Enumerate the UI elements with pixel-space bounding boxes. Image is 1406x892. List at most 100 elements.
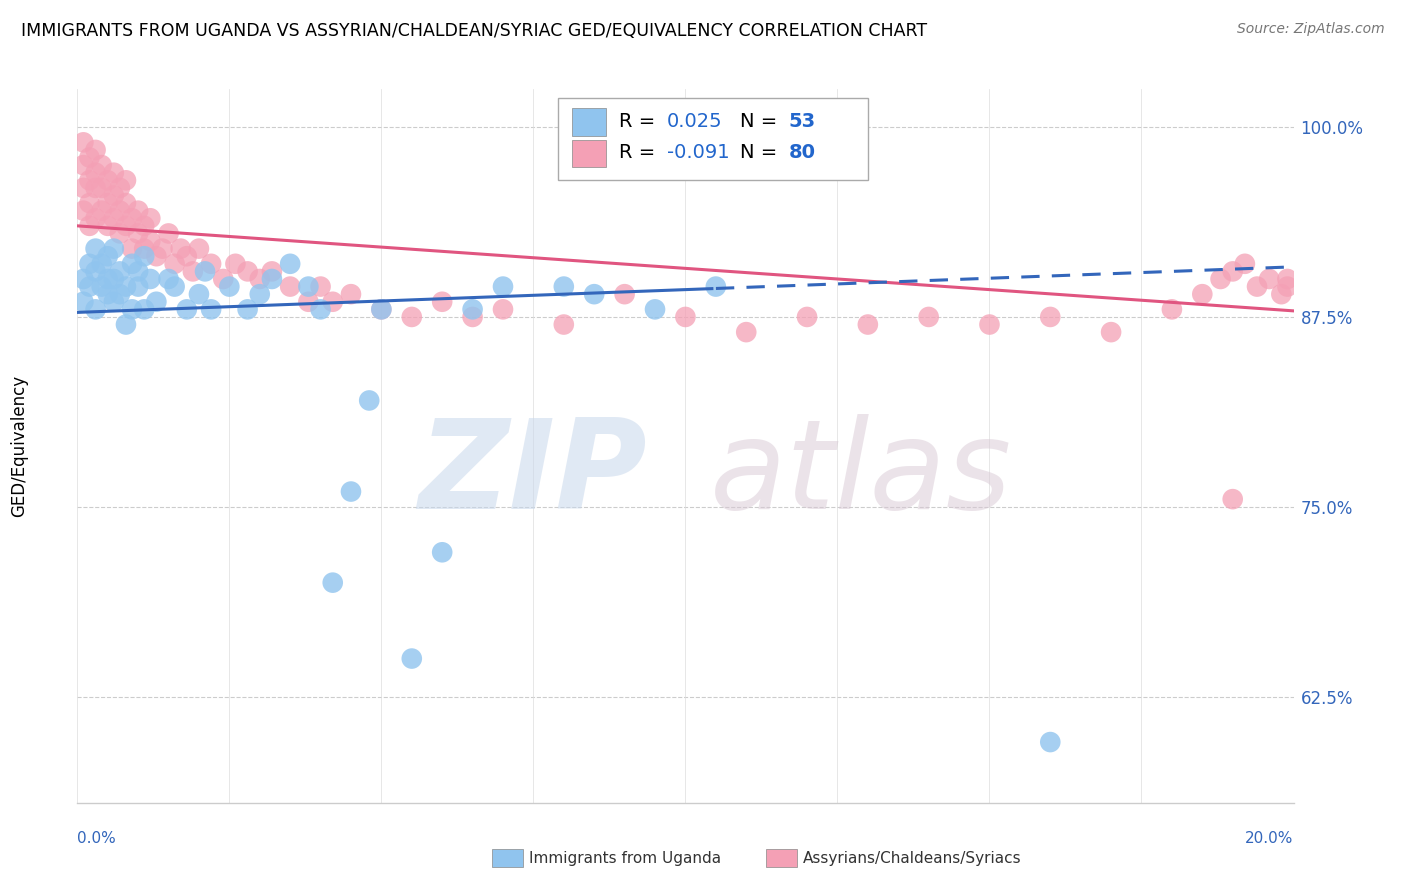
Point (103, 242, 125, 256)
Point (212, 272, 235, 286)
Point (121, 302, 143, 317)
Point (1258, 272, 1281, 286)
Text: 80: 80 (789, 144, 815, 162)
Point (200, 302, 222, 317)
Point (90, 257, 112, 271)
Point (115, 196, 138, 211)
Point (84, 302, 107, 317)
Point (796, 310, 818, 324)
Point (309, 279, 332, 293)
Text: Source: ZipAtlas.com: Source: ZipAtlas.com (1237, 22, 1385, 37)
Point (115, 219, 138, 233)
Text: Immigrants from Uganda: Immigrants from Uganda (529, 851, 721, 865)
Point (79, 279, 101, 293)
Point (200, 257, 222, 271)
Point (260, 272, 283, 286)
Point (194, 264, 217, 278)
Point (1191, 287, 1213, 301)
Point (359, 393, 381, 408)
Point (115, 173, 138, 187)
Point (134, 302, 156, 317)
Text: GED/Equivalency: GED/Equivalency (10, 375, 28, 517)
Point (249, 287, 271, 301)
Point (127, 264, 149, 278)
Point (260, 264, 283, 278)
Point (176, 249, 198, 263)
Point (188, 287, 211, 301)
Text: R =: R = (619, 112, 661, 131)
Point (84, 143, 107, 157)
Point (72, 136, 94, 150)
Point (72, 181, 94, 195)
Point (108, 264, 131, 278)
Text: R =: R = (619, 144, 661, 162)
Point (103, 188, 125, 202)
Point (236, 302, 259, 317)
Point (1246, 279, 1268, 293)
Point (84, 264, 107, 278)
Point (218, 279, 240, 293)
Point (309, 302, 332, 317)
Point (675, 310, 697, 324)
Point (79, 173, 101, 187)
Point (72, 158, 94, 172)
Point (90, 158, 112, 172)
Point (97, 196, 120, 211)
Point (79, 151, 101, 165)
Point (1222, 264, 1244, 278)
Point (1277, 272, 1299, 286)
Point (340, 484, 363, 499)
Point (108, 203, 131, 218)
Point (181, 264, 204, 278)
Point (152, 242, 174, 256)
Point (188, 242, 211, 256)
Point (432, 545, 454, 559)
Text: ZIP: ZIP (418, 414, 647, 535)
Point (115, 318, 138, 332)
Point (170, 242, 193, 256)
Point (553, 318, 575, 332)
Point (157, 227, 180, 241)
Point (553, 279, 575, 293)
Point (145, 294, 167, 309)
Point (121, 257, 143, 271)
Point (461, 310, 484, 324)
Point (163, 279, 186, 293)
Point (735, 325, 758, 339)
Point (134, 219, 156, 233)
Point (134, 242, 156, 256)
Point (97, 272, 120, 286)
Point (492, 279, 515, 293)
Point (278, 257, 301, 271)
FancyBboxPatch shape (572, 109, 606, 136)
Point (139, 272, 162, 286)
Point (979, 318, 1001, 332)
Point (103, 211, 125, 226)
Point (370, 302, 392, 317)
Text: Assyrians/Chaldeans/Syriacs: Assyrians/Chaldeans/Syriacs (803, 851, 1021, 865)
Point (84, 181, 107, 195)
Point (121, 242, 143, 256)
Point (322, 294, 344, 309)
Point (1039, 735, 1062, 749)
FancyBboxPatch shape (572, 140, 606, 167)
Point (401, 310, 423, 324)
Point (1277, 279, 1299, 293)
Point (236, 264, 259, 278)
Point (176, 302, 198, 317)
Point (90, 203, 112, 218)
Point (322, 575, 344, 590)
Point (918, 310, 941, 324)
Point (79, 196, 101, 211)
Point (856, 318, 879, 332)
Point (84, 242, 107, 256)
Point (121, 211, 143, 226)
Point (278, 279, 301, 293)
Text: IMMIGRANTS FROM UGANDA VS ASSYRIAN/CHALDEAN/SYRIAC GED/EQUIVALENCY CORRELATION C: IMMIGRANTS FROM UGANDA VS ASSYRIAN/CHALD… (21, 22, 927, 40)
Point (1039, 310, 1062, 324)
Point (1161, 302, 1184, 317)
FancyBboxPatch shape (558, 98, 868, 180)
Point (163, 257, 186, 271)
Point (370, 302, 392, 317)
Point (492, 302, 515, 317)
